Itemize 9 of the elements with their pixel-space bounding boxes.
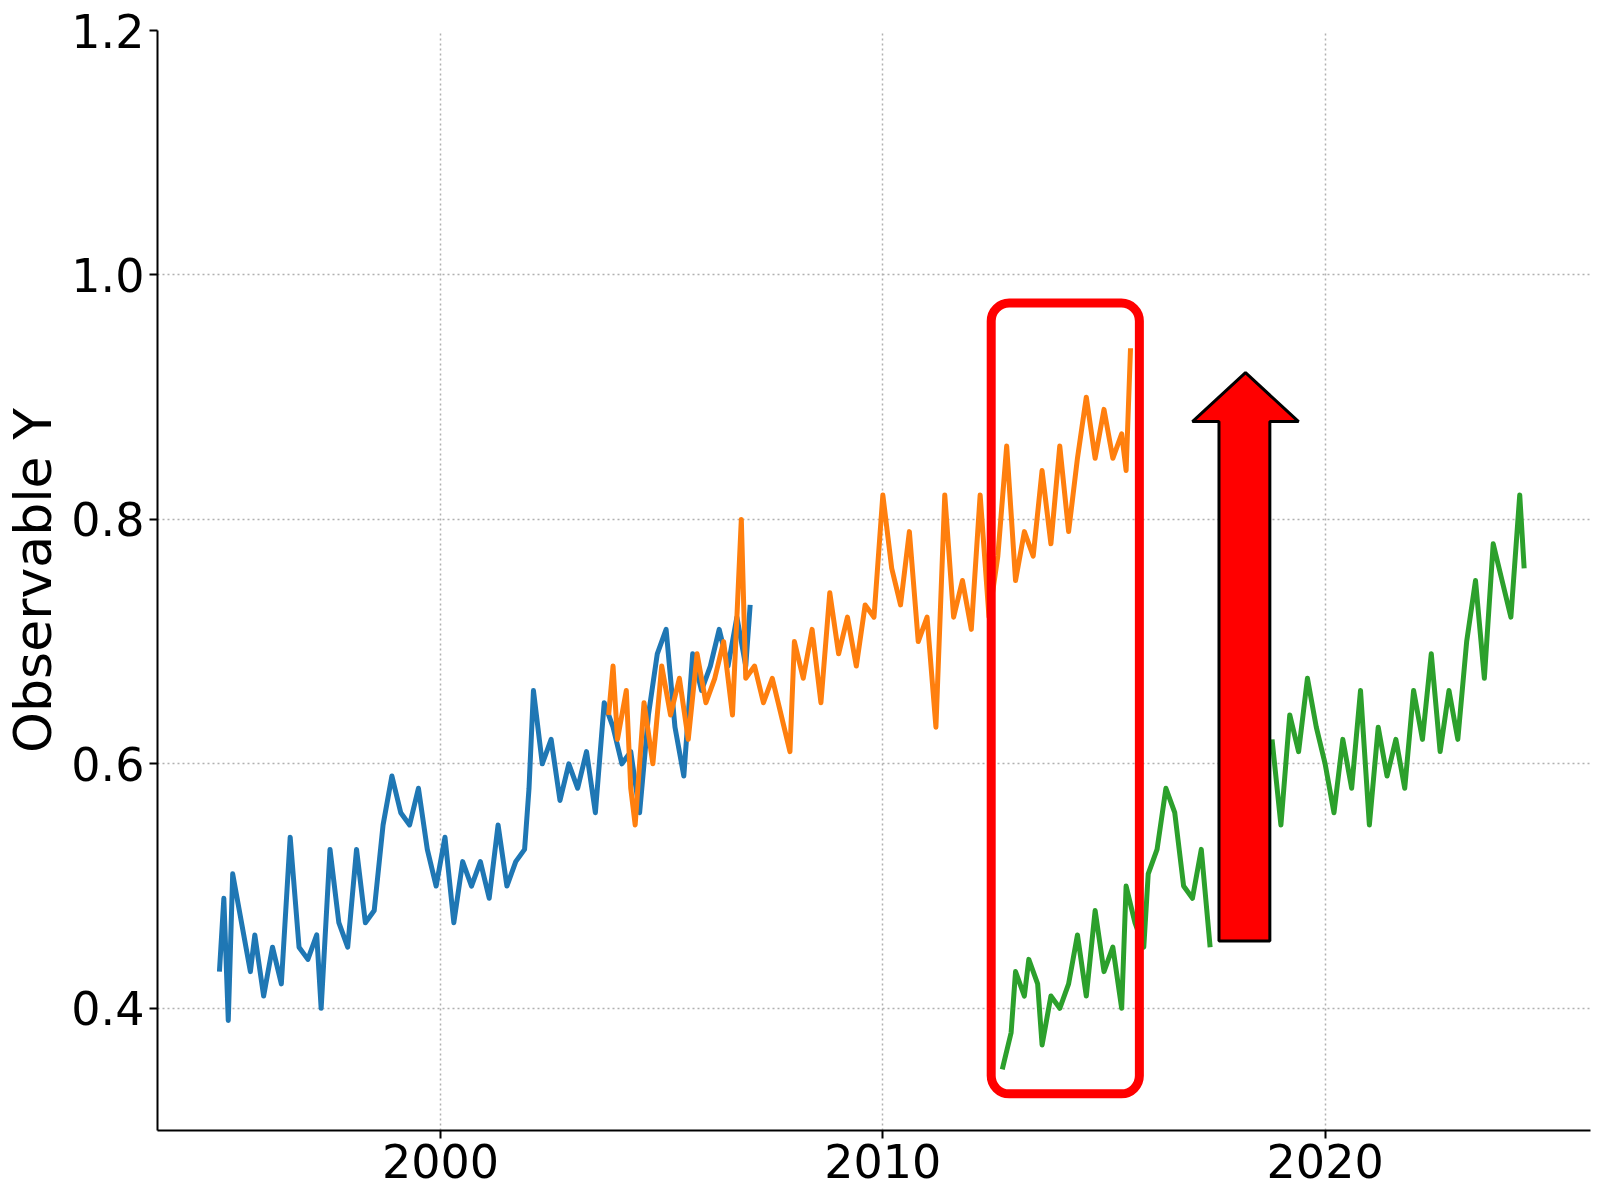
- y-tick-label: 0.8: [71, 493, 145, 548]
- y-tick-label: 1.2: [71, 4, 145, 59]
- y-axis-title: Observable Y: [3, 407, 64, 753]
- y-tick-label: 0.6: [71, 737, 145, 792]
- x-tick-label: 2020: [1266, 1134, 1384, 1189]
- y-tick-label: 1.0: [71, 248, 145, 303]
- x-tick-label: 2000: [382, 1134, 500, 1189]
- x-tick-label: 2010: [824, 1134, 942, 1189]
- y-tick-label: 0.4: [71, 982, 145, 1037]
